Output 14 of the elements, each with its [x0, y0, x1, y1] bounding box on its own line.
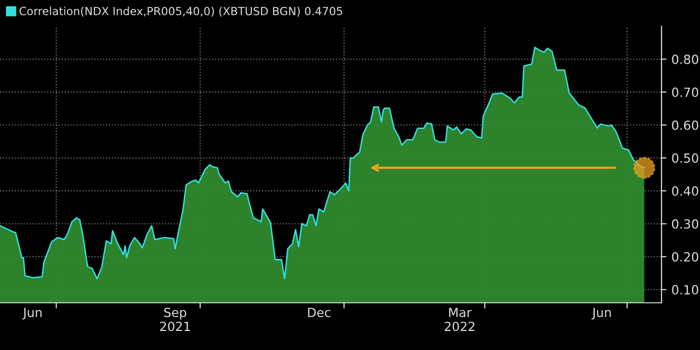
x-tick-label: Dec [308, 308, 330, 318]
legend-label: Correlation(NDX Index,PR005,40,0) (XBTUSD BGN) 0.4705 [20, 6, 342, 17]
x-tick-label: Jun [22, 308, 42, 320]
x-tick-label: Mar 2022 [444, 308, 474, 332]
y-tick-label: 0.80 [672, 54, 698, 64]
x-tick-label: Jun [592, 308, 611, 320]
y-tick-label: 0.20 [672, 252, 698, 262]
y-tick-label: 0.50 [672, 153, 698, 163]
y-tick-label: 0.30 [672, 219, 698, 229]
y-tick-label: 0.10 [672, 285, 698, 295]
x-tick-label: Sep 2021 [160, 308, 190, 332]
y-tick-label: 0.40 [672, 186, 698, 196]
y-tick-label: 0.60 [672, 120, 698, 130]
y-tick-label: 0.70 [672, 88, 698, 98]
